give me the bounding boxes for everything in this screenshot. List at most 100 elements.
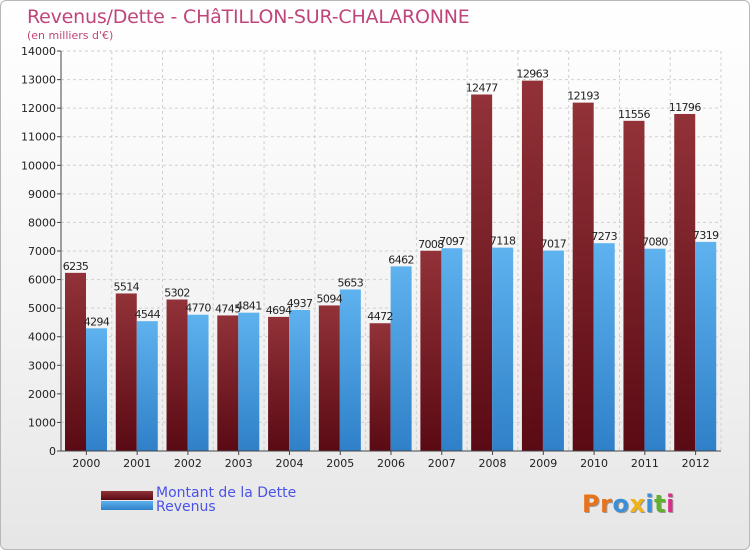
y-tick-label: 12000: [21, 102, 56, 115]
data-label: 7319: [693, 229, 719, 242]
y-tick-label: 9000: [28, 188, 56, 201]
data-label: 4841: [236, 300, 262, 313]
logo-letter: o: [612, 490, 630, 518]
data-label: 5094: [317, 292, 343, 305]
legend-label-revenus: Revenus: [156, 499, 216, 515]
x-tick-label: 2009: [529, 457, 557, 470]
data-label: 4937: [287, 297, 313, 310]
bar-revenus: [593, 243, 615, 451]
bar-dette: [572, 102, 594, 451]
x-tick-label: 2008: [479, 457, 507, 470]
data-label: 5514: [113, 280, 139, 293]
data-label: 5653: [338, 276, 364, 289]
bar-dette: [115, 293, 137, 451]
bar-dette: [674, 113, 696, 451]
bar-dette: [318, 305, 340, 451]
data-label: 6462: [388, 253, 414, 266]
bar-revenus: [695, 241, 717, 451]
bar-dette: [166, 299, 188, 451]
bar-dette: [65, 272, 86, 451]
y-tick-label: 5000: [28, 302, 56, 315]
data-label: 4770: [185, 302, 211, 315]
data-label: 4294: [84, 315, 110, 328]
x-tick-label: 2005: [326, 457, 354, 470]
legend-swatch-revenus: [101, 501, 153, 510]
x-tick-label: 2006: [377, 457, 405, 470]
data-label: 7118: [490, 235, 516, 248]
data-label: 11796: [669, 101, 702, 114]
data-label: 4472: [367, 310, 393, 323]
chart-title: Revenus/Dette - CHâTILLON-SUR-CHALARONNE: [27, 6, 470, 28]
data-label: 12963: [516, 68, 549, 81]
y-tick-label: 10000: [21, 159, 56, 172]
logo-letter: t: [654, 490, 667, 518]
data-label: 7080: [642, 236, 668, 249]
chart-subtitle: (en milliers d'€): [27, 29, 114, 42]
logo-letter: r: [600, 490, 613, 518]
x-axis-ticks: 2000 2001 2002 2003 2004 2005 2006 2007 2008 2009…: [72, 451, 710, 470]
bar-revenus: [492, 247, 514, 451]
data-label: 4745: [215, 302, 241, 315]
x-tick-label: 2002: [174, 457, 202, 470]
y-tick-label: 6000: [28, 274, 56, 287]
bar-dette: [369, 323, 391, 451]
logo-letter: i: [645, 490, 655, 518]
logo-letter: i: [666, 490, 675, 518]
x-tick-label: 2012: [682, 457, 710, 470]
data-label: 12193: [567, 90, 600, 103]
bar-dette: [471, 94, 493, 451]
axes: [60, 51, 721, 452]
data-label: 7008: [418, 238, 444, 251]
y-tick-label: 4000: [28, 331, 56, 344]
y-tick-label: 13000: [21, 74, 56, 87]
logo-letter: x: [629, 490, 646, 518]
legend-label-dette: Montant de la Dette: [156, 485, 297, 501]
legend-swatch-dette: [101, 491, 153, 500]
y-tick-label: 11000: [21, 131, 56, 144]
bars: [65, 80, 717, 451]
data-label: 7097: [439, 235, 465, 248]
x-tick-label: 2000: [72, 457, 100, 470]
bar-revenus: [86, 328, 107, 451]
data-label: 4544: [134, 308, 160, 321]
bar-revenus: [390, 266, 412, 451]
y-tick-label: 8000: [28, 216, 56, 229]
y-tick-label: 3000: [28, 359, 56, 372]
y-tick-label: 7000: [28, 245, 56, 258]
bar-revenus: [187, 314, 209, 451]
x-tick-label: 2010: [580, 457, 608, 470]
data-label: 11556: [618, 108, 651, 121]
bar-dette: [623, 120, 645, 451]
data-label: 5302: [164, 287, 190, 300]
y-axis-ticks: 0 1000 2000 3000 4000 5000 6000 7000 8000 9000 100…: [21, 45, 61, 458]
bar-revenus: [644, 248, 666, 451]
x-tick-label: 2001: [123, 457, 151, 470]
y-tick-label: 1000: [28, 416, 56, 429]
x-tick-label: 2003: [225, 457, 253, 470]
data-label: 7017: [541, 238, 567, 251]
bar-revenus: [238, 312, 260, 451]
x-tick-label: 2007: [428, 457, 456, 470]
y-tick-label: 2000: [28, 388, 56, 401]
proxiti-logo: Proxiti: [582, 490, 675, 518]
bar-dette: [268, 316, 290, 451]
y-tick-label: 0: [49, 445, 56, 458]
bar-revenus: [289, 309, 311, 451]
bar-dette: [521, 80, 543, 451]
y-tick-label: 14000: [21, 45, 56, 58]
x-tick-label: 2011: [631, 457, 659, 470]
x-tick-label: 2004: [275, 457, 303, 470]
data-label: 6235: [63, 260, 89, 273]
bar-dette: [217, 315, 239, 451]
bar-revenus: [136, 321, 158, 451]
data-label: 7273: [591, 230, 617, 243]
bar-revenus: [441, 248, 463, 451]
data-label: 4694: [266, 304, 292, 317]
logo-letter: P: [582, 490, 601, 518]
bar-revenus: [339, 289, 361, 451]
data-label: 12477: [466, 82, 499, 95]
bar-revenus: [542, 250, 564, 451]
